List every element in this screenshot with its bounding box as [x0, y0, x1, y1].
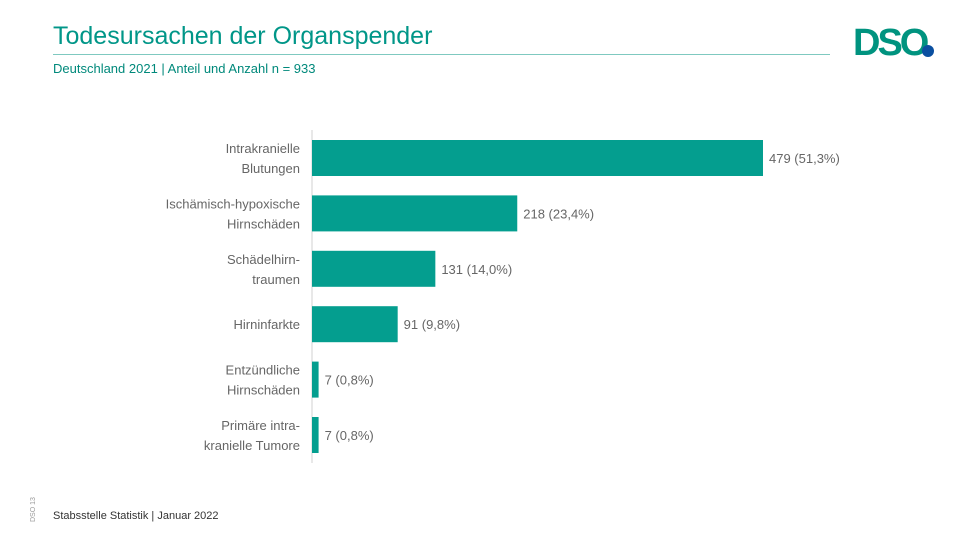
footer-source: Stabsstelle Statistik | Januar 2022: [53, 510, 219, 522]
data-label: 131 (14,0%): [441, 262, 512, 277]
bar: [312, 195, 518, 232]
bar: [312, 417, 319, 453]
slide-id: DSO 13: [30, 497, 37, 522]
bar: [312, 140, 763, 176]
category-label: Hirnschäden: [227, 216, 300, 231]
page-subtitle: Deutschland 2021 | Anteil und Anzahl n =…: [53, 61, 316, 76]
category-label: Entzündliche: [226, 363, 300, 378]
data-label: 7 (0,8%): [325, 428, 374, 443]
svg-text:DSO: DSO: [853, 22, 928, 60]
category-label: Blutungen: [241, 161, 300, 176]
category-label: Hirnschäden: [227, 383, 300, 398]
data-label: 7 (0,8%): [325, 373, 374, 388]
category-label: traumen: [252, 272, 300, 287]
data-label: 479 (51,3%): [769, 151, 840, 166]
category-label: Hirninfarkte: [234, 317, 300, 332]
category-label: Primäre intra-: [221, 418, 300, 433]
page-title: Todesursachen der Organspender: [53, 22, 433, 50]
data-label: 91 (9,8%): [404, 317, 460, 332]
bar: [312, 306, 398, 343]
data-label: 218 (23,4%): [523, 206, 594, 221]
title-divider: [53, 54, 830, 55]
category-label: Schädelhirn-: [227, 252, 300, 267]
category-label: kranielle Tumore: [204, 438, 300, 453]
dso-logo: DSO: [853, 22, 934, 60]
bar: [312, 361, 319, 398]
bar: [312, 250, 436, 287]
category-label: Ischämisch-hypoxische: [166, 196, 300, 211]
category-label: Intrakranielle: [226, 141, 300, 156]
